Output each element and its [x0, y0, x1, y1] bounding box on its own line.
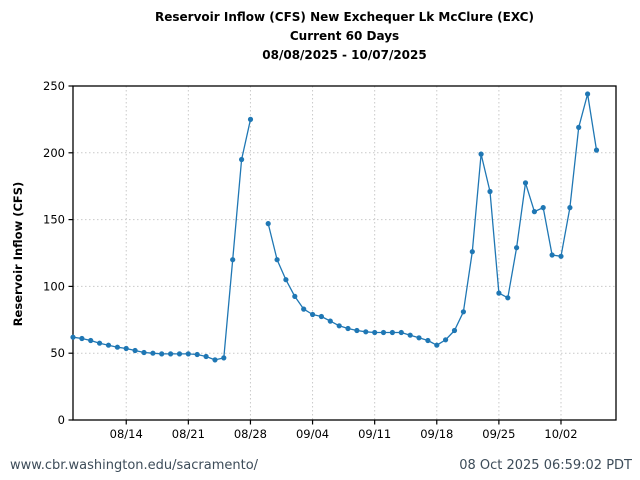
inflow-line — [72, 119, 252, 361]
plot-frame — [72, 85, 617, 421]
x-tick-label: 08/28 — [234, 427, 267, 441]
x-tick-label: 10/02 — [544, 427, 577, 441]
footer-source-url: www.cbr.washington.edu/sacramento/ — [10, 458, 259, 473]
y-tick-label: 50 — [50, 346, 65, 360]
x-tick-label: 09/18 — [420, 427, 453, 441]
chart-subtitle: Current 60 Days — [289, 29, 400, 43]
x-tick-label: 08/21 — [172, 427, 205, 441]
inflow-line — [267, 93, 598, 346]
y-tick-label: 150 — [43, 213, 65, 227]
footer: www.cbr.washington.edu/sacramento/ 08 Oc… — [0, 455, 640, 480]
y-tick-label: 100 — [43, 279, 65, 293]
chart-title-block: Reservoir Inflow (CFS) New Exchequer Lk … — [73, 8, 616, 65]
footer-timestamp: 08 Oct 2025 06:59:02 PDT — [459, 458, 632, 473]
x-tick-label: 09/11 — [358, 427, 391, 441]
x-tick-label: 09/04 — [296, 427, 329, 441]
chart-date-range: 08/08/2025 - 10/07/2025 — [262, 48, 427, 62]
y-tick-label: 200 — [43, 146, 65, 160]
chart-title: Reservoir Inflow (CFS) New Exchequer Lk … — [155, 10, 534, 24]
y-tick-label: 0 — [58, 413, 65, 427]
y-tick-label: 250 — [43, 79, 65, 93]
x-tick-label: 08/14 — [110, 427, 143, 441]
x-tick-label: 09/25 — [482, 427, 515, 441]
